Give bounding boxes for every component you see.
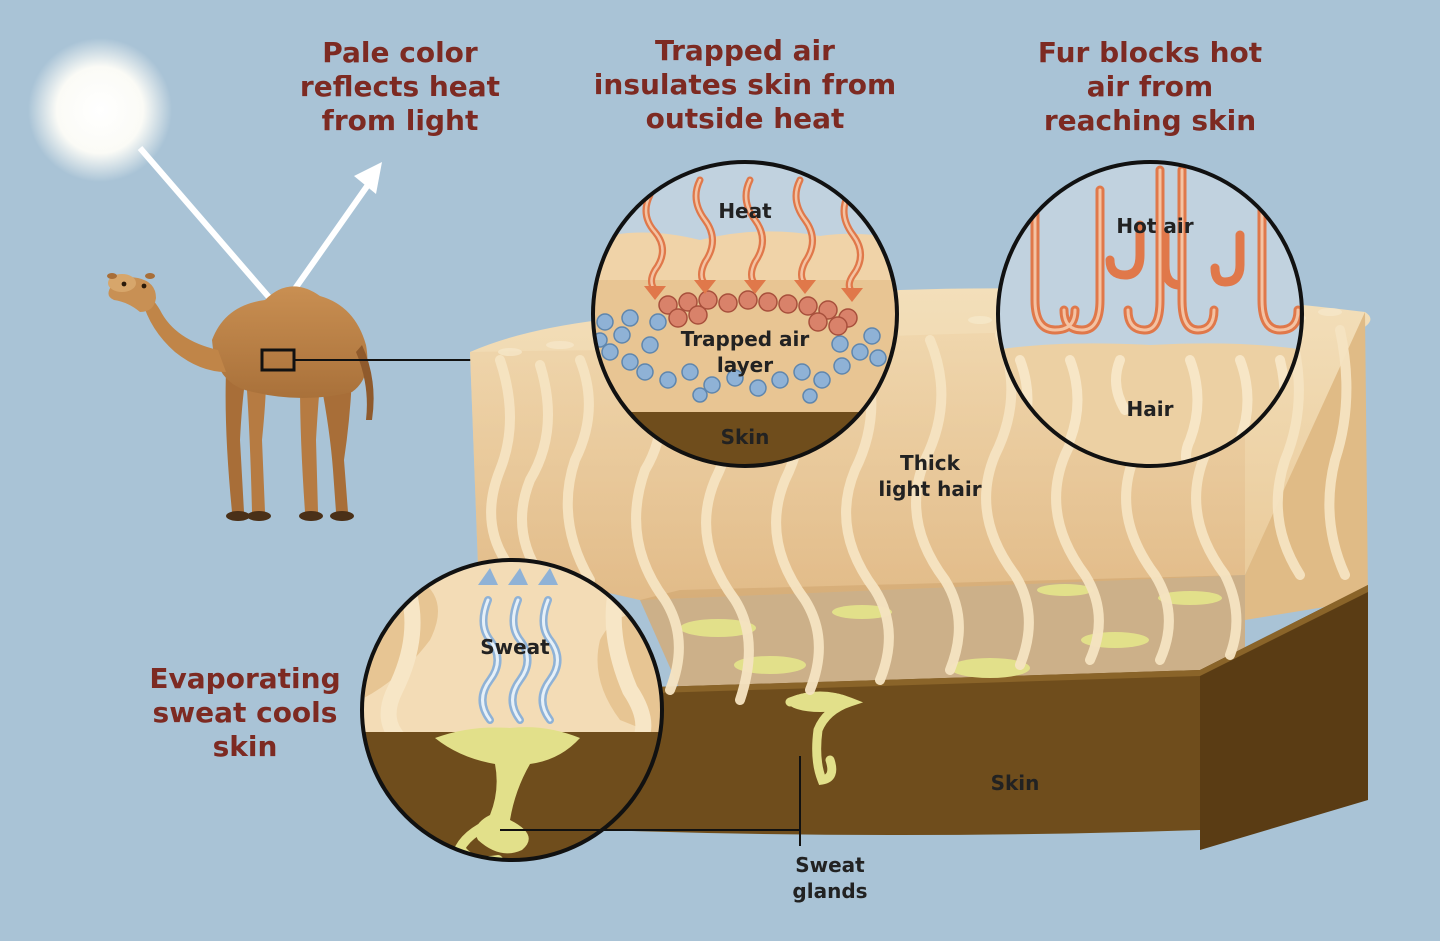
- hair-label: Hair: [1126, 397, 1174, 421]
- sun-icon: [28, 38, 172, 182]
- camel-icon: [107, 273, 374, 521]
- evaporating-title: Evaporating sweat cools skin: [149, 662, 341, 763]
- thick-light-hair-label: Thick light hair: [878, 451, 982, 501]
- trapped-air-title: Trapped air insulates skin from outside …: [593, 34, 897, 135]
- hot-air-label: Hot air: [1116, 214, 1194, 238]
- trapped-air-inset: [591, 160, 899, 468]
- pale-color-title: Pale color reflects heat from light: [299, 36, 501, 137]
- trapped-air-layer-label: Trapped air layer: [680, 327, 810, 377]
- reflection-arrow: [137, 146, 382, 315]
- sweat-label: Sweat: [480, 635, 550, 659]
- sweat-glands-leader: [500, 756, 801, 846]
- sweat-glands-label: Sweat glands: [792, 853, 868, 903]
- heat-label: Heat: [718, 199, 772, 223]
- inset-skin-label: Skin: [720, 425, 770, 449]
- hot-air-inset: [996, 160, 1304, 468]
- fur-blocks-title: Fur blocks hot air from reaching skin: [1037, 36, 1263, 137]
- block-skin-label: Skin: [990, 771, 1040, 795]
